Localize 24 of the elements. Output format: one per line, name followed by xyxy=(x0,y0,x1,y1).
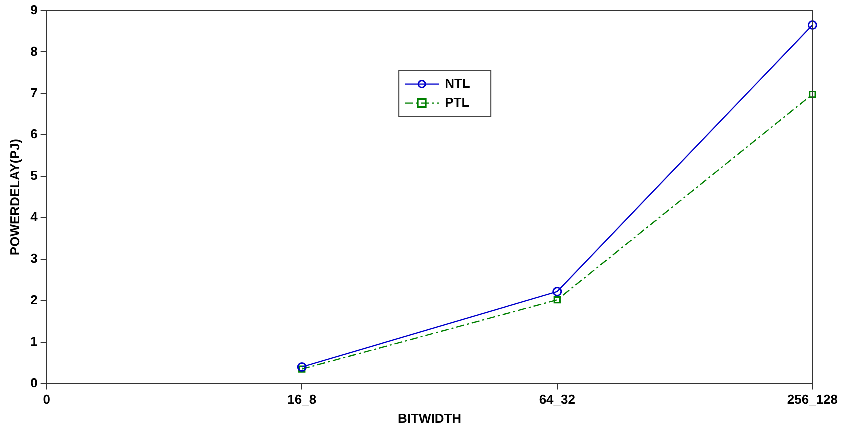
y-tick-label: 2 xyxy=(30,292,38,308)
legend-label: NTL xyxy=(445,76,470,91)
y-tick-label: 6 xyxy=(30,126,38,142)
point xyxy=(297,362,307,372)
legend-label: PTL xyxy=(445,94,470,110)
x-axis-title: BITWIDTH xyxy=(398,410,462,426)
point xyxy=(552,287,562,297)
point xyxy=(808,20,818,30)
point xyxy=(554,296,561,304)
y-tick-label: 8 xyxy=(30,44,38,59)
x-tick-label: 0 xyxy=(43,392,50,408)
point xyxy=(809,90,816,98)
y-tick-label: 4 xyxy=(30,210,39,225)
y-tick-label: 3 xyxy=(30,251,38,266)
y-axis-title: POWERDELAY(PJ) xyxy=(7,139,22,256)
y-tick-label: 5 xyxy=(30,168,38,184)
y-tick-label: 0 xyxy=(30,375,38,390)
x-tick-label: 256_128 xyxy=(787,392,838,408)
y-tick-label: 1 xyxy=(30,334,38,349)
x-tick-label: 16_8 xyxy=(288,392,317,408)
point xyxy=(298,366,306,373)
x-tick-label: 64_32 xyxy=(539,392,576,408)
y-tick-label: 7 xyxy=(30,85,38,100)
y-tick-label: 9 xyxy=(30,2,38,18)
